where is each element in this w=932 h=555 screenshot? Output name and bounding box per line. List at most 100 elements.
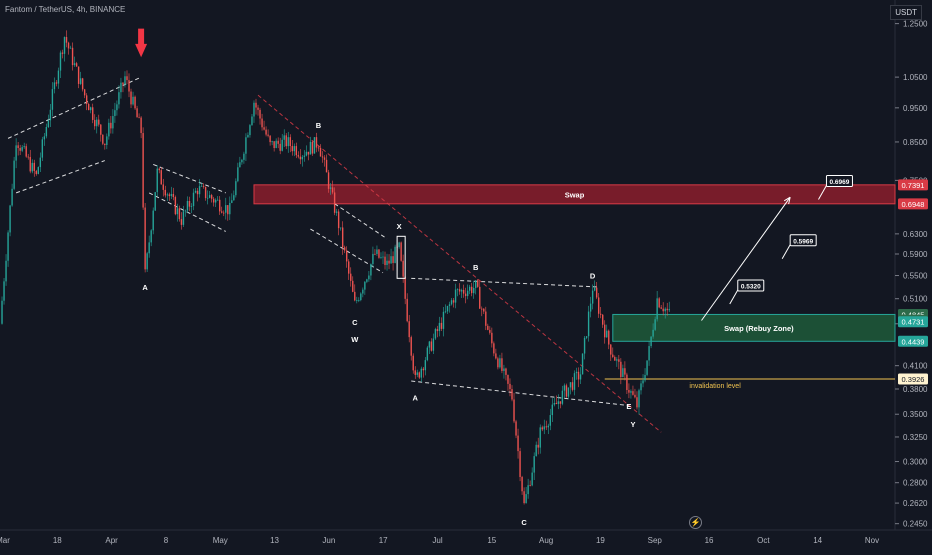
target-callout: 0.5320 bbox=[729, 279, 765, 305]
candle-body bbox=[533, 456, 535, 473]
candle-body bbox=[412, 355, 414, 371]
candle-body bbox=[507, 374, 509, 384]
price-tick-label: 0.9500 bbox=[903, 104, 928, 113]
candle-body bbox=[378, 249, 380, 258]
candle-body bbox=[325, 159, 328, 173]
trendline bbox=[257, 94, 662, 433]
candle-body bbox=[543, 426, 545, 430]
candle-body bbox=[265, 129, 267, 135]
candle-body bbox=[372, 253, 374, 264]
wave-label: X bbox=[397, 222, 402, 231]
price-tag-text: 0.3926 bbox=[902, 375, 925, 384]
price-tick-label: 0.3500 bbox=[903, 410, 928, 419]
candle-body bbox=[281, 139, 283, 151]
candle-body bbox=[210, 195, 213, 199]
candle-body bbox=[446, 305, 449, 312]
candle-body bbox=[243, 153, 245, 160]
candle-body bbox=[275, 140, 277, 149]
candle-body bbox=[620, 361, 622, 378]
candle-body bbox=[287, 137, 289, 147]
candle-body bbox=[257, 107, 259, 110]
wave-label: E bbox=[626, 402, 631, 411]
candle-body bbox=[648, 346, 650, 361]
zone-band bbox=[253, 184, 896, 205]
candle-body bbox=[591, 290, 594, 304]
candle-body bbox=[87, 104, 90, 111]
callout-pointer bbox=[818, 185, 827, 200]
candle-body bbox=[434, 329, 437, 339]
candle-body bbox=[92, 107, 94, 120]
candle-body bbox=[622, 368, 624, 378]
candle-body bbox=[432, 338, 435, 351]
candle-body bbox=[202, 185, 205, 187]
candle-body bbox=[394, 246, 396, 263]
candle-body bbox=[539, 427, 541, 448]
candle-body bbox=[652, 329, 654, 337]
candle-body bbox=[251, 116, 253, 126]
candle-body bbox=[466, 290, 469, 297]
candle-body bbox=[176, 208, 179, 215]
candle-body bbox=[638, 390, 640, 408]
candle-body bbox=[346, 250, 348, 262]
candle-body bbox=[136, 108, 138, 118]
candle-body bbox=[392, 256, 394, 263]
candle-body bbox=[63, 37, 66, 54]
time-tick-label: 19 bbox=[596, 536, 605, 545]
candle-body bbox=[188, 200, 191, 207]
candle-body bbox=[352, 280, 354, 292]
candle-body bbox=[525, 494, 527, 504]
candle-body bbox=[5, 260, 7, 282]
price-tick-label: 0.3000 bbox=[903, 458, 928, 467]
candle-body bbox=[208, 195, 211, 198]
candle-body bbox=[575, 371, 578, 374]
candle-body bbox=[112, 116, 114, 129]
candle-body bbox=[658, 298, 660, 308]
candle-body bbox=[85, 95, 88, 105]
candle-body bbox=[170, 194, 173, 197]
time-tick-label: Oct bbox=[757, 536, 770, 545]
candle-body bbox=[162, 184, 164, 190]
candle-body bbox=[128, 80, 130, 92]
candle-body bbox=[515, 421, 517, 436]
candle-body bbox=[495, 353, 497, 359]
price-tag: 0.4439 bbox=[898, 335, 928, 347]
time-tick-label: Apr bbox=[105, 536, 118, 545]
lightning-icon[interactable]: ⚡ bbox=[689, 516, 702, 529]
candle-body bbox=[505, 368, 507, 375]
candle-body bbox=[235, 181, 237, 196]
wave-label: B bbox=[316, 121, 322, 130]
candle-body bbox=[666, 308, 668, 311]
trendline bbox=[15, 160, 105, 194]
candle-body bbox=[549, 415, 552, 426]
candle-body bbox=[7, 232, 9, 261]
candle-body bbox=[140, 117, 142, 134]
price-tick-label: 1.0500 bbox=[903, 73, 928, 82]
candle-body bbox=[630, 391, 632, 393]
candle-body bbox=[541, 427, 543, 430]
candle-body bbox=[634, 394, 636, 398]
candle-body bbox=[3, 281, 5, 301]
candle-body bbox=[130, 91, 132, 105]
candle-body bbox=[132, 96, 134, 105]
candle-body bbox=[579, 374, 582, 380]
currency-button[interactable]: USDT bbox=[890, 5, 922, 20]
candle-body bbox=[527, 485, 529, 495]
candle-body bbox=[116, 104, 118, 111]
candle-body bbox=[98, 119, 100, 125]
candle-body bbox=[79, 78, 82, 84]
time-tick-label: 16 bbox=[705, 536, 714, 545]
callout-text: 0.6969 bbox=[830, 179, 850, 186]
invalidation-label: invalidation level bbox=[689, 383, 741, 390]
candle-body bbox=[436, 329, 439, 332]
candle-body bbox=[454, 289, 457, 303]
candle-body bbox=[497, 358, 499, 368]
candle-body bbox=[402, 260, 404, 277]
price-tag: 0.6948 bbox=[898, 198, 928, 210]
candle-body bbox=[329, 187, 332, 189]
candle-body bbox=[438, 322, 441, 332]
candle-body bbox=[511, 389, 513, 400]
price-tag-bg bbox=[898, 179, 928, 191]
candle-body bbox=[15, 145, 17, 161]
